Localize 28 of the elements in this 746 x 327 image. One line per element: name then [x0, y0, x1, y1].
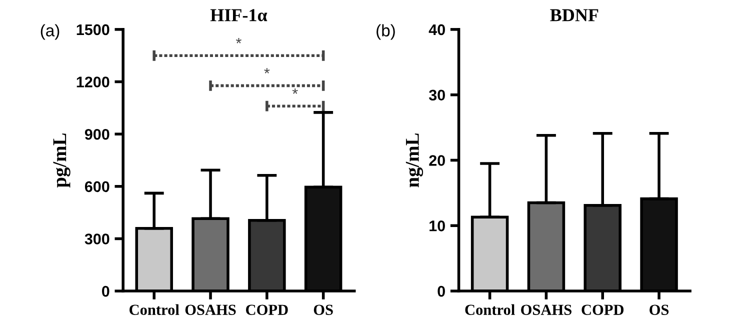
y-tick-label: 1200 — [76, 76, 110, 88]
y-tick-label: 30 — [428, 90, 445, 101]
y-tick-label: 20 — [429, 155, 445, 166]
x-tick-label: OS — [314, 304, 333, 315]
annotation: * — [292, 88, 298, 94]
y-tick-label: 0 — [102, 286, 110, 297]
x-tick-label: COPD — [582, 304, 624, 315]
x-tick-label: OSAHS — [185, 304, 236, 315]
x-tick-label: OS — [650, 304, 669, 315]
y-tick-label: 600 — [84, 181, 110, 192]
x-tick-label: Control — [130, 304, 180, 315]
y-tick-label: 1500 — [76, 24, 110, 36]
y-tick-label: 300 — [84, 234, 110, 244]
chart-title: BDNF — [550, 9, 598, 22]
annotation: * — [264, 68, 270, 74]
y-tick-label: 0 — [438, 286, 445, 297]
y-axis-title: pg/mL — [53, 133, 70, 188]
text: (a) — [40, 24, 60, 40]
y-axis-title: ng/mL — [406, 133, 424, 188]
y-tick-label: 40 — [428, 24, 445, 36]
text: (b) — [376, 24, 395, 40]
x-tick-label: OSAHS — [521, 304, 572, 315]
y-tick-label: 900 — [84, 128, 110, 140]
chart-title: HIF-1α — [210, 9, 268, 22]
x-tick-label: COPD — [246, 304, 288, 315]
y-tick-label: 10 — [430, 220, 445, 232]
x-tick-label: Control — [465, 304, 515, 315]
annotation: * — [236, 38, 242, 44]
